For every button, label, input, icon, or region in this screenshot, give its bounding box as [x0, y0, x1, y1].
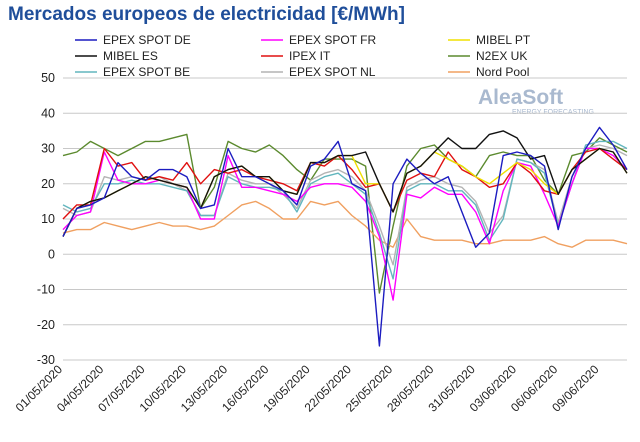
legend-label: N2EX UK [476, 49, 527, 63]
y-tick-label: 50 [41, 71, 55, 85]
y-tick-label: 20 [41, 177, 55, 191]
y-tick-label: 0 [48, 247, 55, 261]
legend-label: Nord Pool [476, 65, 529, 79]
chart-title: Mercados europeos de electricidad [€/MWh… [8, 4, 405, 25]
series-line [62, 126, 628, 347]
watermark-tagline: ENERGY FORECASTING [512, 109, 594, 116]
y-tick-label: -20 [37, 318, 55, 332]
y-tick-label: 40 [41, 106, 55, 120]
legend-label: EPEX SPOT NL [289, 65, 376, 79]
y-tick-label: -10 [37, 283, 55, 297]
legend-label: MIBEL PT [476, 33, 531, 47]
legend-label: EPEX SPOT DE [103, 33, 191, 47]
series-line [62, 200, 628, 248]
series-line [62, 140, 628, 280]
series-line [62, 133, 628, 294]
watermark-brand: AleaSoft [478, 86, 563, 109]
legend-label: IPEX IT [289, 49, 331, 63]
series-line [62, 130, 628, 237]
y-tick-label: 10 [41, 212, 55, 226]
series-line [62, 147, 628, 301]
legend-label: MIBEL ES [103, 49, 158, 63]
legend-label: EPEX SPOT FR [289, 33, 376, 47]
y-tick-label: -30 [37, 353, 55, 367]
legend-label: EPEX SPOT BE [103, 65, 190, 79]
y-tick-label: 30 [41, 142, 55, 156]
